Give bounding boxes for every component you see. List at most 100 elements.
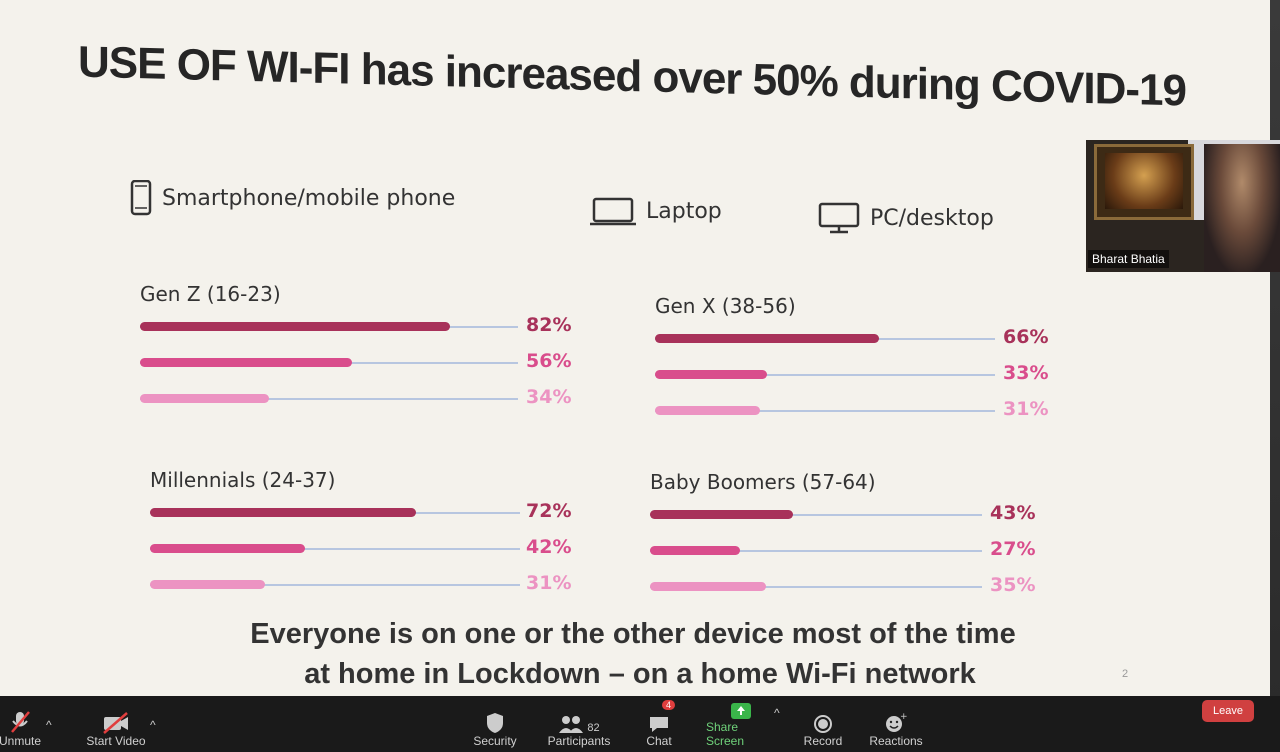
bar-value-label: 27% [990, 538, 1036, 560]
desktop-icon [818, 202, 860, 234]
age-group-chart: Millennials (24-37) 72% 42% 31% [150, 468, 610, 606]
bar-row: 33% [655, 360, 1115, 396]
participants-icon [559, 716, 584, 733]
legend-laptop: Laptop [590, 196, 722, 226]
participants-count: 82 [587, 722, 600, 734]
bar-value-label: 82% [526, 314, 572, 336]
bar [140, 394, 269, 403]
bar-value-label: 31% [1003, 398, 1049, 420]
start-video-label: Start Video [86, 734, 146, 748]
bar-value-label: 72% [526, 500, 572, 522]
slide: USE OF WI-FI has increased over 50% duri… [0, 0, 1270, 700]
participant-video[interactable]: Bharat Bhatia [1086, 140, 1280, 272]
smiley-plus-icon: + [886, 712, 907, 732]
bar-value-label: 43% [990, 502, 1036, 524]
bar [140, 358, 352, 367]
security-button[interactable]: Security [470, 708, 520, 748]
bar [655, 370, 768, 379]
bar-track [650, 550, 982, 552]
unmute-label: Unmute [0, 734, 42, 748]
meeting-toolbar: Unmute ^ Start Video ^ Security 82 Parti… [0, 696, 1280, 752]
bar-value-label: 66% [1003, 326, 1049, 348]
chat-badge: 4 [662, 700, 676, 710]
security-label: Security [473, 734, 517, 748]
age-group-chart: Baby Boomers (57-64) 43% 27% 35% [650, 470, 1110, 608]
bar [655, 406, 761, 415]
slide-title: USE OF WI-FI has increased over 50% duri… [78, 37, 1186, 116]
participant-image [1204, 144, 1280, 272]
start-video-button[interactable]: Start Video [82, 708, 150, 748]
legend-smartphone: Smartphone/mobile phone [130, 180, 455, 216]
video-options-chevron-icon[interactable]: ^ [150, 718, 156, 732]
bar-row: 66% [655, 324, 1115, 360]
bar [140, 322, 450, 331]
bar [655, 334, 880, 343]
microphone-muted-icon [11, 711, 30, 733]
bar-track [150, 584, 520, 586]
bar-row: 27% [650, 536, 1110, 572]
participants-button[interactable]: 82 Participants [544, 708, 614, 748]
audio-options-chevron-icon[interactable]: ^ [46, 718, 52, 732]
record-icon [814, 715, 832, 733]
bar [150, 544, 306, 553]
group-title: Millennials (24-37) [150, 468, 336, 492]
camera-off-icon [103, 712, 128, 734]
smartphone-icon [130, 180, 152, 216]
bar [650, 582, 767, 591]
bar-row: 56% [140, 348, 600, 384]
share-options-chevron-icon[interactable]: ^ [774, 706, 780, 720]
bar-row: 82% [140, 312, 600, 348]
bar-value-label: 33% [1003, 362, 1049, 384]
bar-value-label: 34% [526, 386, 572, 408]
shield-icon [487, 713, 503, 733]
bar-value-label: 56% [526, 350, 572, 372]
group-title: Baby Boomers (57-64) [650, 470, 876, 494]
bar-track [140, 398, 518, 400]
bar-row: 31% [150, 570, 610, 606]
bar-row: 72% [150, 498, 610, 534]
reactions-button[interactable]: + Reactions [868, 708, 924, 748]
bar-row: 34% [140, 384, 600, 420]
bar [650, 546, 740, 555]
bar [150, 508, 417, 517]
legend-label: PC/desktop [870, 205, 994, 231]
footer-line-1: Everyone is on one or the other device m… [250, 618, 1016, 650]
bar-row: 42% [150, 534, 610, 570]
bar-value-label: 35% [990, 574, 1036, 596]
bar-track [655, 374, 995, 376]
participant-name: Bharat Bhatia [1088, 250, 1169, 268]
age-group-chart: Gen X (38-56) 66% 33% 31% [655, 294, 1115, 432]
legend-label: Laptop [646, 198, 722, 224]
bar [150, 580, 265, 589]
chat-label: Chat [646, 734, 672, 748]
chat-bubble-icon [650, 717, 668, 732]
leave-button[interactable]: Leave [1202, 700, 1254, 722]
bar-value-label: 42% [526, 536, 572, 558]
group-title: Gen Z (16-23) [140, 282, 281, 306]
share-screen-icon [731, 703, 751, 719]
group-title: Gen X (38-56) [655, 294, 796, 318]
bar-row: 31% [655, 396, 1115, 432]
record-label: Record [803, 734, 843, 748]
bar-track [655, 410, 995, 412]
page-number: 2 [1122, 668, 1129, 680]
share-screen-button[interactable]: Share Screen [706, 694, 776, 748]
bar-track [650, 586, 982, 588]
age-group-chart: Gen Z (16-23) 82% 56% 34% [140, 282, 600, 420]
legend-label: Smartphone/mobile phone [162, 185, 456, 211]
wall-painting [1094, 144, 1194, 220]
bar-track [650, 514, 982, 516]
unmute-button[interactable]: Unmute [0, 708, 42, 748]
laptop-icon [590, 197, 636, 226]
legend-pc: PC/desktop [818, 202, 994, 234]
share-screen-label: Share Screen [706, 720, 745, 748]
chat-button[interactable]: Chat [640, 708, 678, 748]
reactions-label: Reactions [869, 734, 923, 748]
record-button[interactable]: Record [802, 708, 844, 748]
bar-row: 43% [650, 500, 1110, 536]
bar-row: 35% [650, 572, 1110, 608]
bar [650, 510, 793, 519]
bar-value-label: 31% [526, 572, 572, 594]
bar-track [150, 548, 520, 550]
